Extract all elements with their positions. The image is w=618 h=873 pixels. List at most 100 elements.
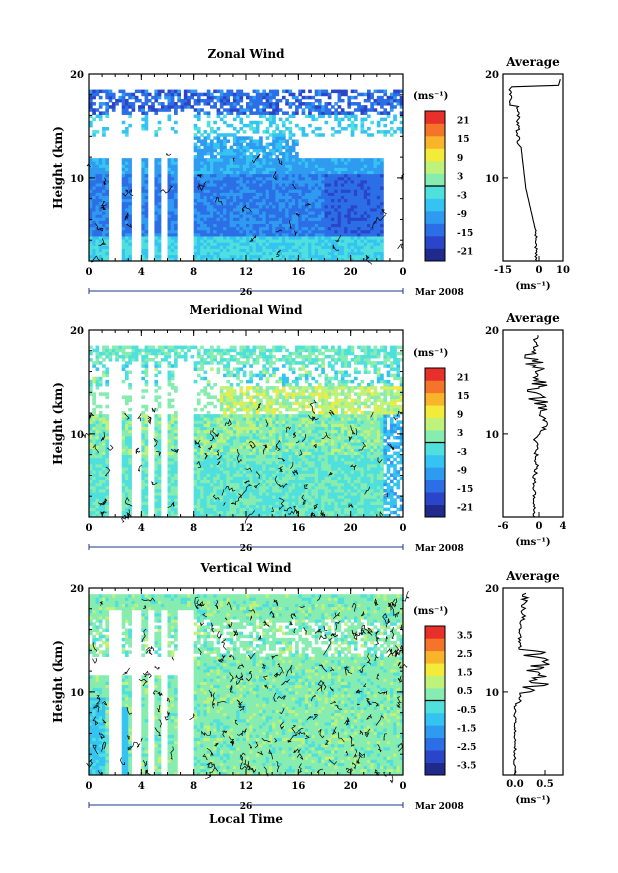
heatmap-cell [216, 513, 221, 518]
heatmap-cell [213, 232, 217, 237]
heatmap-cell [92, 457, 96, 462]
heatmap-cell [249, 223, 253, 228]
heatmap-cell [124, 482, 129, 487]
heatmap-cell [167, 442, 172, 446]
heatmap-cell [229, 448, 234, 452]
heatmap-cell [210, 504, 214, 509]
heatmap-cell [95, 236, 100, 240]
heatmap-cell [249, 170, 253, 175]
heatmap-cell [213, 130, 217, 134]
heatmap-cell [200, 195, 204, 200]
heatmap-cell [193, 345, 198, 350]
heatmap-cell [124, 167, 129, 172]
heatmap-cell [288, 176, 293, 181]
heatmap-cell [105, 176, 110, 181]
heatmap-cell [295, 229, 299, 234]
heatmap-cell [193, 161, 198, 165]
heatmap-cell [105, 382, 110, 387]
heatmap-cell [200, 345, 204, 350]
heatmap-cell [206, 170, 211, 175]
heatmap-cell [275, 170, 280, 175]
heatmap-cell [324, 257, 329, 262]
heatmap-cell [131, 108, 136, 112]
heatmap-cell [370, 239, 374, 243]
heatmap-cell [92, 442, 96, 446]
heatmap-cell [170, 170, 175, 175]
heatmap-cell [229, 404, 234, 409]
heatmap-cell [298, 204, 302, 209]
heatmap-cell [239, 179, 244, 184]
heatmap-cell [376, 167, 381, 172]
heatmap-cell [324, 89, 329, 94]
heatmap-cell [210, 423, 214, 428]
heatmap-cell [174, 183, 178, 187]
heatmap-cell [357, 176, 361, 181]
heatmap-cell [102, 232, 106, 237]
heatmap-cell [121, 95, 126, 100]
heatmap-cell [334, 257, 338, 262]
heatmap-cell [124, 351, 129, 356]
heatmap-cell [121, 186, 126, 190]
heatmap-cell [219, 242, 224, 246]
heatmap-cell [95, 201, 100, 206]
heatmap-cell [118, 348, 123, 353]
heatmap-cell [144, 186, 149, 190]
heatmap-cell [206, 211, 211, 215]
heatmap-cell [242, 179, 247, 184]
heatmap-cell [105, 195, 110, 200]
heatmap-cell [344, 223, 348, 228]
heatmap-cell [301, 133, 306, 137]
heatmap-cell [167, 198, 172, 203]
heatmap-cell [213, 513, 217, 518]
heatmap-cell [357, 239, 361, 243]
heatmap-cell [285, 155, 289, 159]
heatmap-cell [360, 92, 365, 97]
heatmap-cell [311, 164, 316, 168]
heatmap-cell [321, 226, 325, 231]
heatmap-cell [213, 445, 217, 449]
heatmap-cell [239, 251, 244, 256]
heatmap-cell [262, 183, 267, 187]
heatmap-cell [141, 473, 145, 477]
contour-line [273, 171, 277, 181]
heatmap-cell [98, 223, 103, 228]
heatmap-cell [360, 226, 365, 231]
heatmap-cell [252, 223, 257, 228]
heatmap-cell [357, 179, 361, 184]
heatmap-cell [141, 457, 145, 462]
heatmap-cell [353, 220, 358, 224]
heatmap-cell [373, 220, 378, 224]
heatmap-cell [174, 254, 178, 259]
heatmap-cell [154, 504, 159, 509]
heatmap-cell [232, 432, 237, 437]
heatmap-cell [331, 211, 335, 215]
heatmap-cell [210, 155, 214, 159]
heatmap-cell [144, 420, 149, 424]
heatmap-cell [200, 361, 204, 365]
heatmap-cell [141, 492, 145, 496]
heatmap-cell [304, 229, 309, 234]
heatmap-cell [285, 257, 289, 262]
heatmap-cell [124, 513, 129, 518]
heatmap-cell [239, 183, 244, 187]
heatmap-cell [95, 223, 100, 228]
heatmap-cell [170, 429, 175, 434]
heatmap-cell [350, 223, 355, 228]
heatmap-cell [367, 204, 371, 209]
heatmap-cell [363, 211, 368, 215]
heatmap-cell [275, 167, 280, 172]
heatmap-cell [128, 220, 132, 224]
heatmap-cell [295, 183, 299, 187]
heatmap-cell [206, 513, 211, 518]
heatmap-cell [105, 102, 110, 106]
heatmap-cell [111, 105, 116, 109]
heatmap-cell [92, 379, 96, 384]
heatmap-cell [291, 133, 296, 137]
heatmap-cell [141, 445, 145, 449]
heatmap-cell [337, 183, 342, 187]
heatmap-cell [334, 186, 338, 190]
heatmap-cell [141, 439, 145, 443]
heatmap-cell [102, 504, 106, 509]
heatmap-cell [193, 145, 198, 150]
heatmap-cell [272, 220, 276, 224]
